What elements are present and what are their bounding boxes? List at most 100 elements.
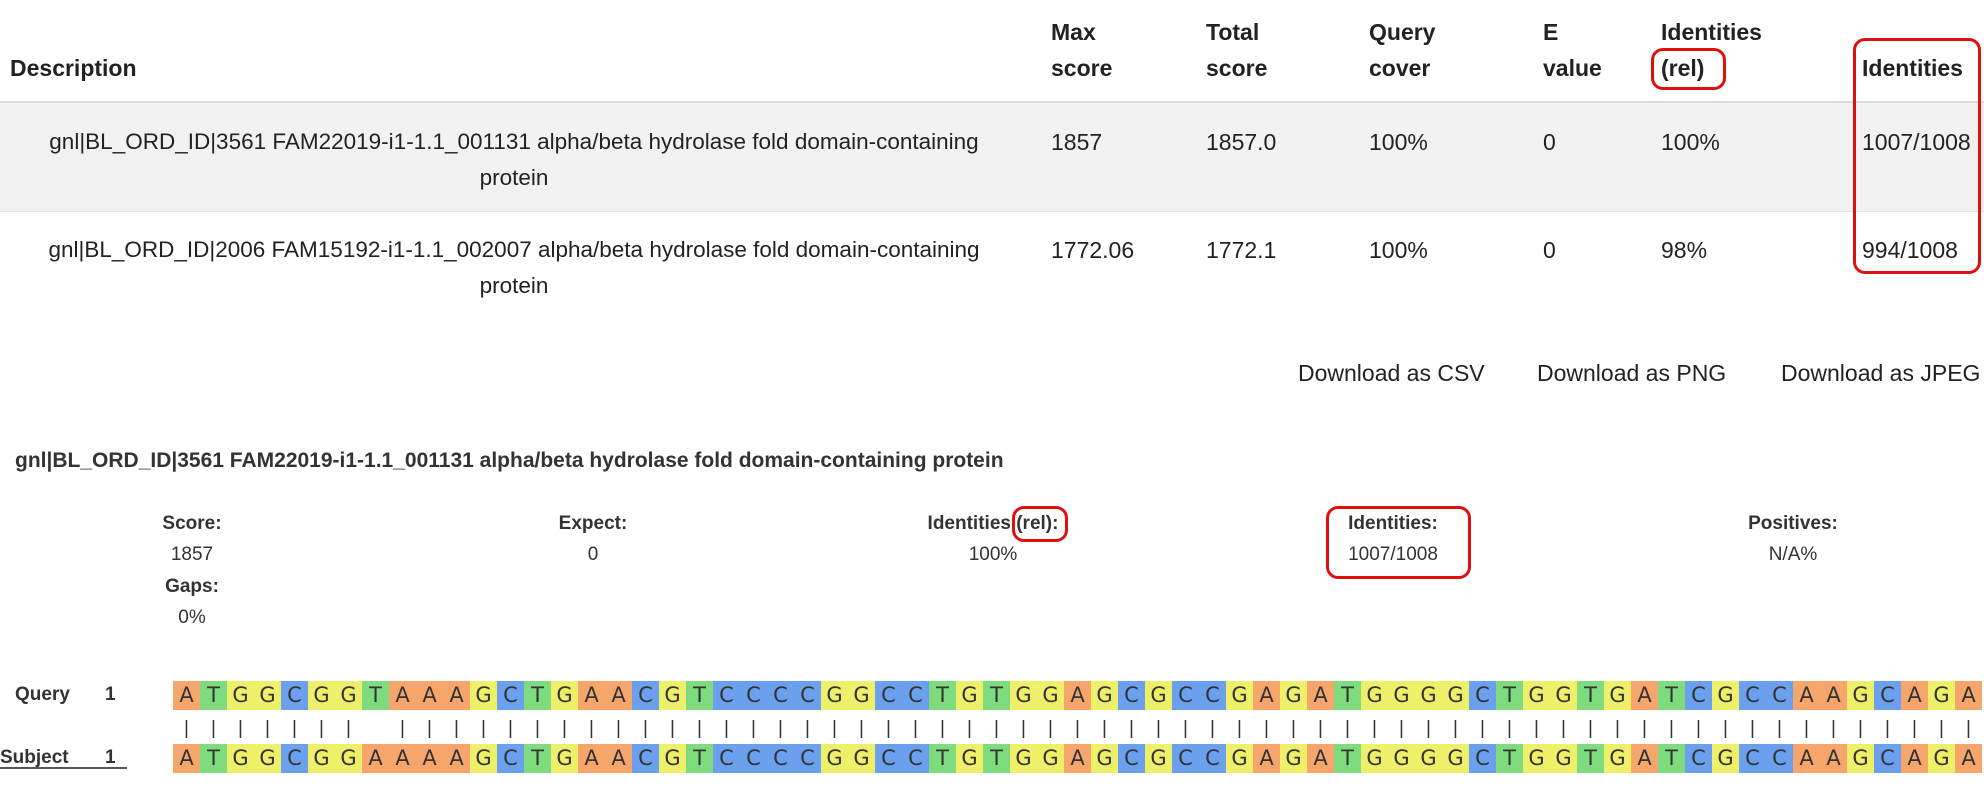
query-base: G <box>1928 681 1955 710</box>
query-base: A <box>1307 681 1334 710</box>
query-base: G <box>1091 681 1118 710</box>
subject-base: G <box>1037 744 1064 773</box>
query-base: T <box>686 681 713 710</box>
query-base: G <box>1145 681 1172 710</box>
match-mark: | <box>1750 718 1755 739</box>
subject-base: T <box>1577 744 1604 773</box>
subject-base: G <box>1550 744 1577 773</box>
row-border <box>0 211 1984 212</box>
query-base: C <box>1469 681 1496 710</box>
subject-base: C <box>1199 744 1226 773</box>
subject-base: A <box>1901 744 1928 773</box>
subject-base: T <box>200 744 227 773</box>
match-mark: | <box>1237 718 1242 739</box>
stat-label: Identities (rel): <box>927 513 1059 534</box>
subject-base: G <box>1847 744 1874 773</box>
match-mark: | <box>238 718 243 739</box>
download-link[interactable]: Download as CSV <box>1298 360 1485 386</box>
subject-base: T <box>983 744 1010 773</box>
match-mark: | <box>616 718 621 739</box>
subject-base: A <box>1820 744 1847 773</box>
match-mark: | <box>1534 718 1539 739</box>
underline <box>0 767 127 769</box>
match-mark: | <box>1264 718 1269 739</box>
stat-value: N/A% <box>1768 544 1818 565</box>
cell: 98% <box>1661 237 1708 263</box>
stat-label: Gaps: <box>165 576 219 597</box>
query-base: G <box>308 681 335 710</box>
match-mark: | <box>589 718 594 739</box>
cell: 0 <box>1543 129 1556 155</box>
subject-base: C <box>794 744 821 773</box>
match-mark: | <box>994 718 999 739</box>
subject-base: C <box>1469 744 1496 773</box>
download-link[interactable]: Download as PNG <box>1537 360 1727 386</box>
match-mark: | <box>1345 718 1350 739</box>
subject-base: T <box>929 744 956 773</box>
query-base: A <box>1064 681 1091 710</box>
subject-base: C <box>281 744 308 773</box>
cell: 100% <box>1369 237 1428 263</box>
subject-base: G <box>1091 744 1118 773</box>
column-header: Query cover <box>1369 19 1436 81</box>
match-mark: | <box>805 718 810 739</box>
header-border <box>0 101 1984 103</box>
subject-base: A <box>605 744 632 773</box>
stat-value: 0 <box>587 544 599 565</box>
subject-base: G <box>821 744 848 773</box>
subject-base: G <box>470 744 497 773</box>
hit-title: gnl|BL_ORD_ID|3561 FAM22019-i1-1.1_00113… <box>15 449 1004 472</box>
match-mark: | <box>1831 718 1836 739</box>
subject-base: T <box>1334 744 1361 773</box>
subject-base: G <box>1928 744 1955 773</box>
column-header: Identities <box>1862 55 1963 81</box>
match-mark: | <box>319 718 324 739</box>
stat-label: Positives: <box>1748 513 1838 534</box>
match-mark: | <box>778 718 783 739</box>
query-base: G <box>1361 681 1388 710</box>
cell: 1772.06 <box>1051 237 1135 263</box>
stat-value: 100% <box>968 544 1018 565</box>
highlight <box>1326 506 1471 579</box>
query-base: T <box>1658 681 1685 710</box>
subject-base: G <box>1604 744 1631 773</box>
match-mark: | <box>211 718 216 739</box>
column-header: Total score <box>1206 19 1268 81</box>
query-base: G <box>848 681 875 710</box>
subject-base: G <box>848 744 875 773</box>
download-link[interactable]: Download as JPEG <box>1781 360 1981 386</box>
query-base: A <box>578 681 605 710</box>
subject-base: G <box>1442 744 1469 773</box>
match-mark: | <box>1129 718 1134 739</box>
subject-base: A <box>578 744 605 773</box>
query-base: A <box>1955 681 1982 710</box>
match-mark: | <box>913 718 918 739</box>
stat-label: Identities: <box>1348 513 1438 534</box>
match-mark: | <box>1723 718 1728 739</box>
subject-base: G <box>308 744 335 773</box>
query-base: G <box>1523 681 1550 710</box>
subject-base: G <box>1415 744 1442 773</box>
query-base: C <box>1199 681 1226 710</box>
column-header: E value <box>1543 19 1602 81</box>
cell: 1007/1008 <box>1862 129 1971 155</box>
match-mark: | <box>454 718 459 739</box>
match-mark: | <box>886 718 891 739</box>
query-base: A <box>1253 681 1280 710</box>
match-mark: | <box>508 718 513 739</box>
match-mark: | <box>1453 718 1458 739</box>
highlight <box>1853 38 1981 274</box>
subject-base: A <box>362 744 389 773</box>
query-base: C <box>902 681 929 710</box>
match-mark: | <box>967 718 972 739</box>
query-base: T <box>362 681 389 710</box>
query-base: C <box>1739 681 1766 710</box>
subject-base: C <box>767 744 794 773</box>
query-base: G <box>1847 681 1874 710</box>
subject-base: A <box>1064 744 1091 773</box>
match-mark: | <box>1642 718 1647 739</box>
match-mark: | <box>1480 718 1485 739</box>
query-base: C <box>497 681 524 710</box>
subject-base: G <box>1010 744 1037 773</box>
query-base: C <box>1118 681 1145 710</box>
